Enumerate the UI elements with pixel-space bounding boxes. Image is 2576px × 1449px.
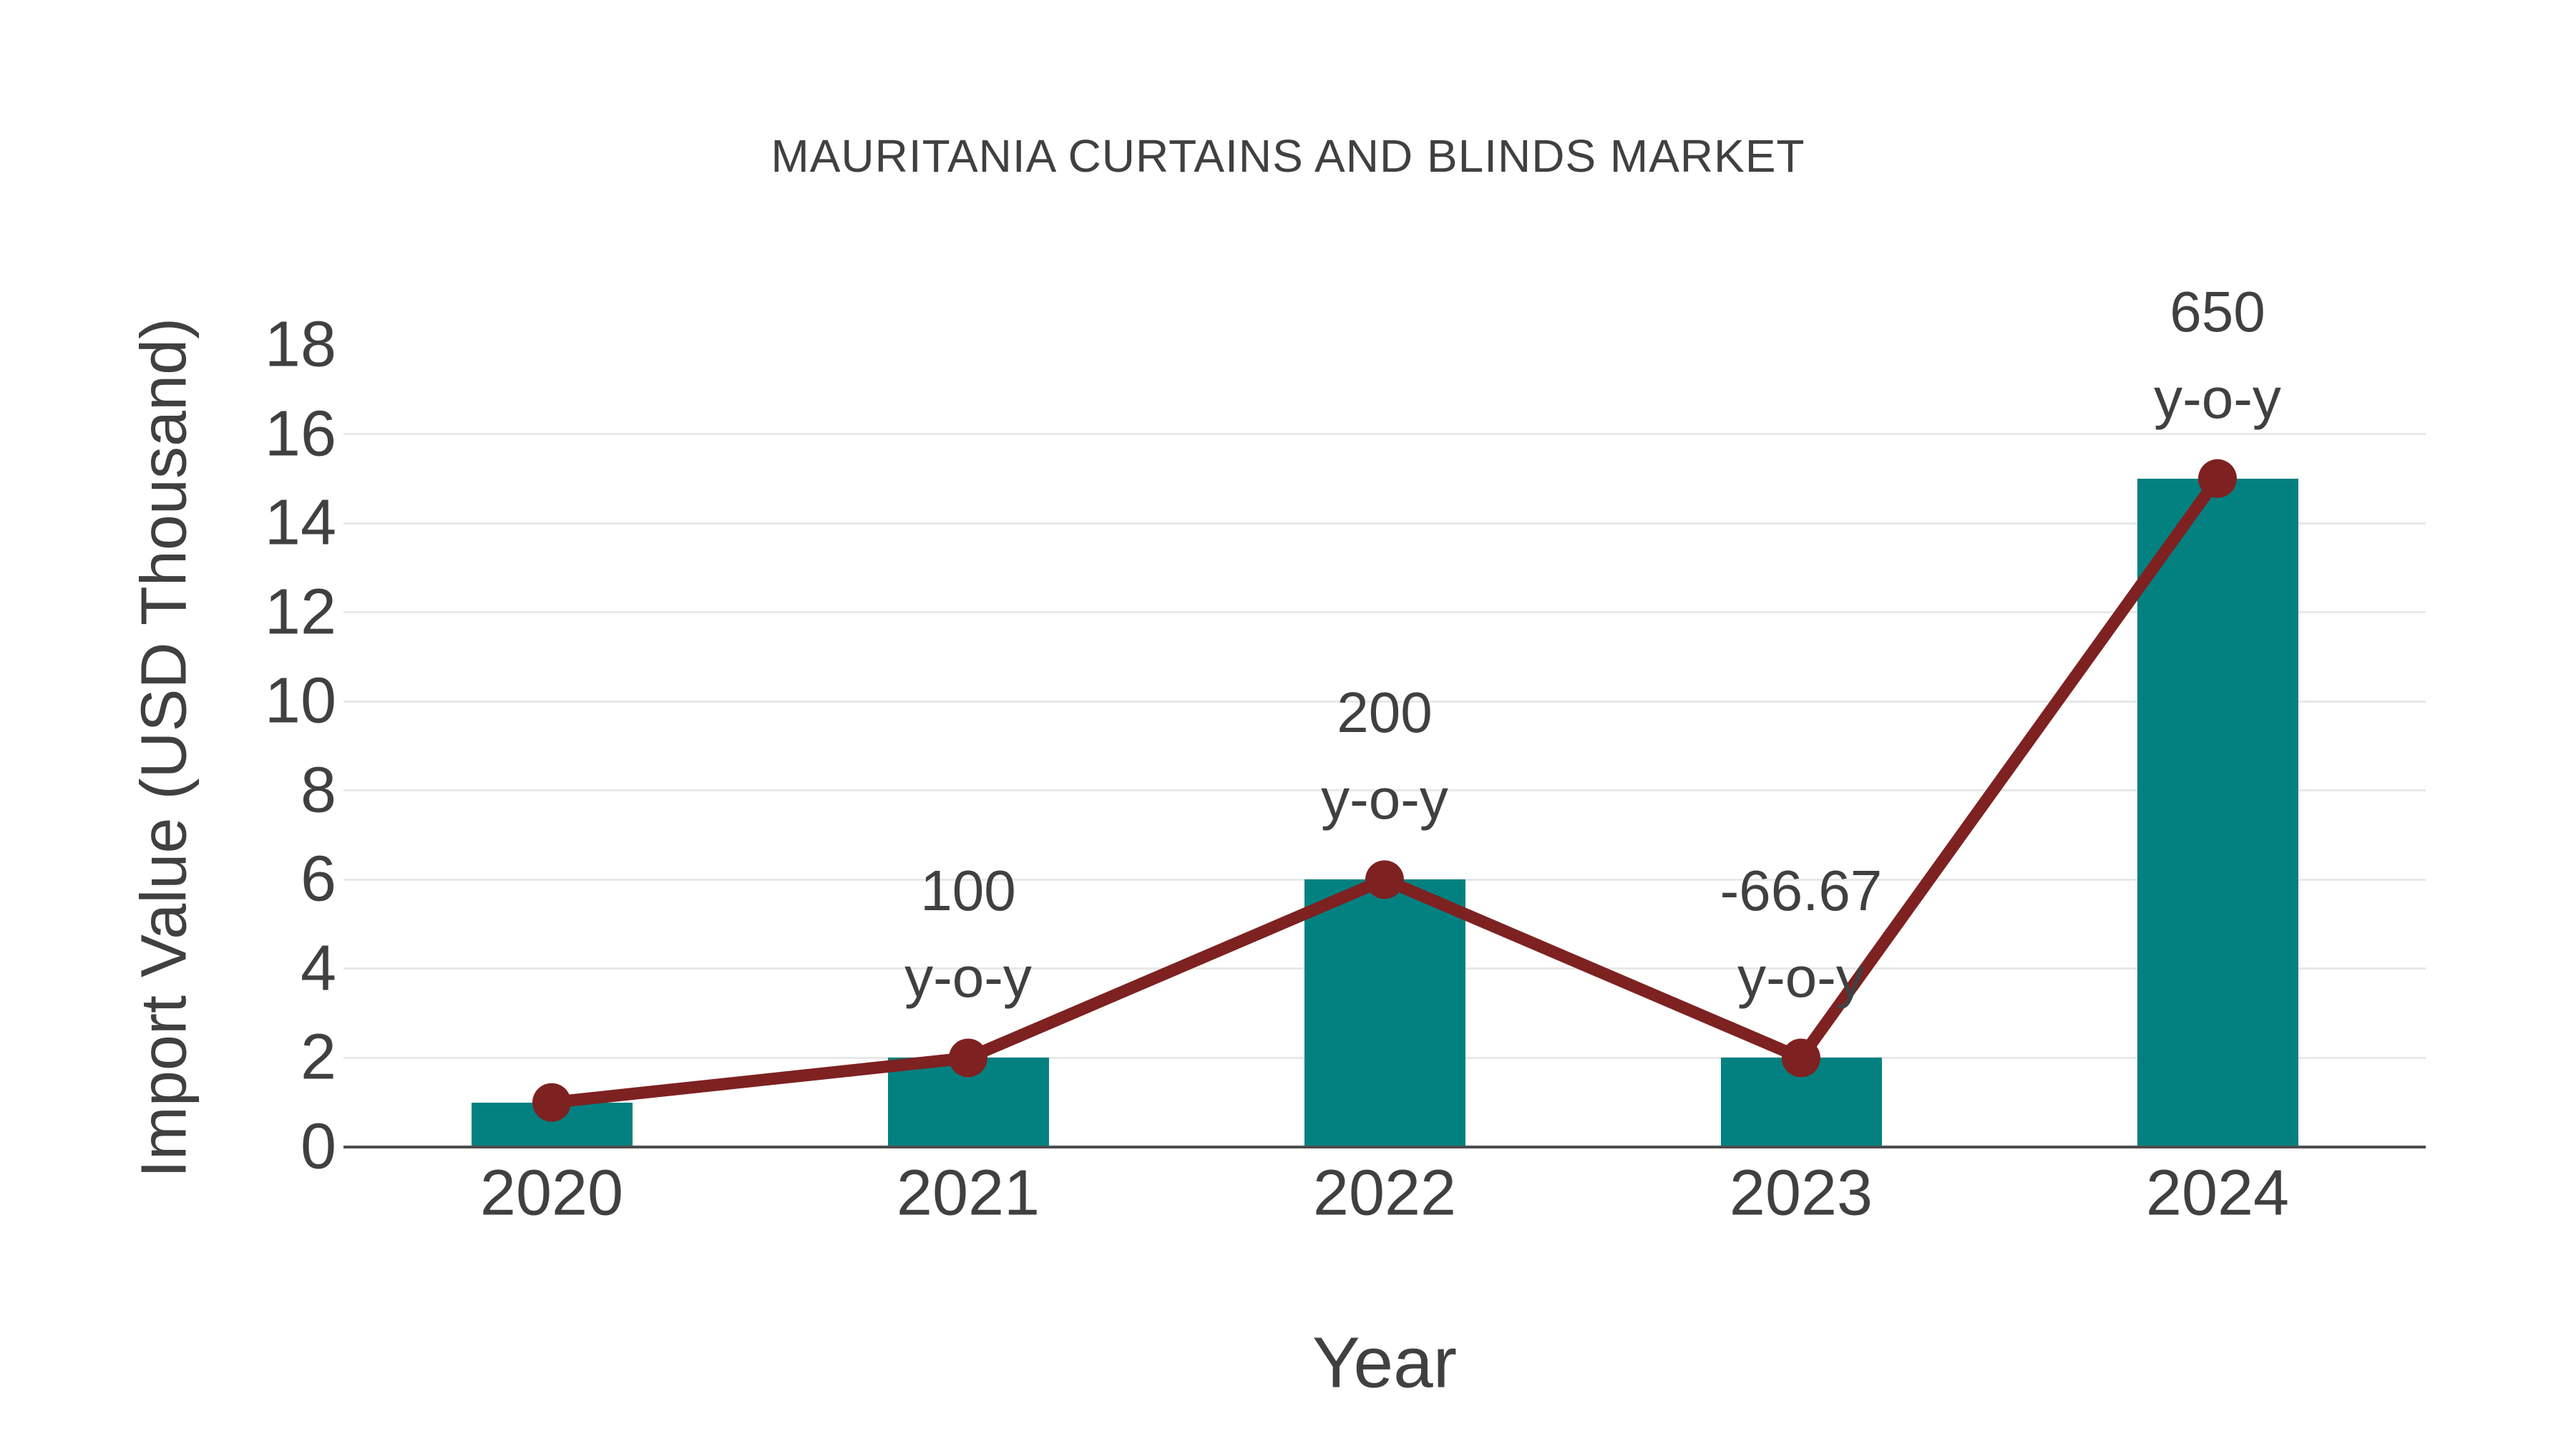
marker-2024[interactable] (2198, 459, 2237, 498)
gridline-14 (343, 522, 2426, 525)
x-axis-title: Year (1312, 1322, 1458, 1403)
annotation-2021-value: 100 (920, 859, 1016, 923)
x-axis-line (343, 1146, 2426, 1148)
annotation-2023-suffix: y-o-y (1737, 945, 1865, 1010)
chart-title: MAURITANIA CURTAINS AND BLINDS MARKET (771, 130, 1805, 182)
x-tick-label-2020: 2020 (479, 1157, 624, 1229)
gridline-16 (343, 433, 2426, 436)
annotation-2022-value: 200 (1337, 680, 1433, 745)
gridline-12 (343, 611, 2426, 614)
y-tick-label-12: 12 (264, 576, 336, 648)
marker-2021[interactable] (949, 1038, 987, 1078)
annotation-2022-suffix: y-o-y (1321, 767, 1448, 831)
annotation-2023-value: -66.67 (1719, 859, 1883, 923)
y-tick-label-10: 10 (264, 665, 336, 737)
annotation-2024-value: 650 (2170, 279, 2265, 343)
x-tick-label-2024: 2024 (2145, 1157, 2290, 1229)
annotation-2024-suffix: y-o-y (2154, 366, 2281, 430)
bar-2022[interactable] (1304, 879, 1465, 1147)
x-tick-label-2022: 2022 (1312, 1157, 1457, 1229)
marker-2022[interactable] (1365, 860, 1404, 899)
gridline-10 (343, 700, 2426, 703)
y-tick-label-18: 18 (264, 308, 336, 381)
gridline-8 (343, 789, 2426, 792)
y-tick-label-16: 16 (264, 398, 336, 470)
bar-2024[interactable] (2137, 478, 2298, 1147)
y-tick-label-14: 14 (264, 487, 336, 559)
x-tick-label-2021: 2021 (896, 1157, 1040, 1229)
y-tick-label-0: 0 (300, 1111, 336, 1183)
y-tick-label-8: 8 (300, 754, 336, 826)
marker-2020[interactable] (532, 1083, 571, 1122)
x-tick-label-2023: 2023 (1729, 1157, 1873, 1229)
annotation-2021-suffix: y-o-y (904, 945, 1032, 1010)
y-tick-label-2: 2 (300, 1021, 336, 1093)
marker-2023[interactable] (1782, 1038, 1820, 1078)
y-tick-label-4: 4 (300, 932, 336, 1005)
y-tick-label-6: 6 (300, 843, 336, 915)
